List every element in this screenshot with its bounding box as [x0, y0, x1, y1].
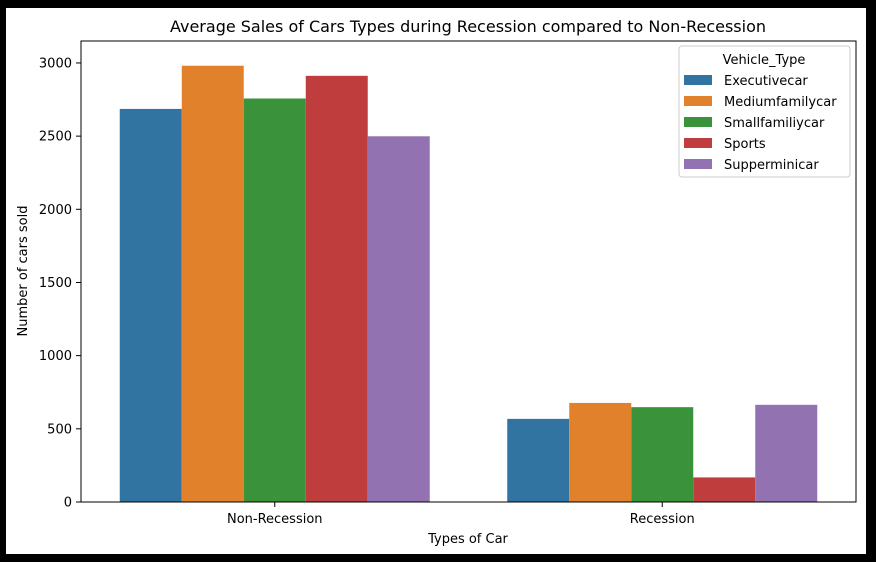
plot-frame: [80, 40, 857, 503]
y-axis-ticks: 0 500 1000 1500 2000 2500 3000: [39, 56, 81, 511]
y-tick-label: 2000: [39, 203, 72, 218]
bar-sports-non-recession: [305, 75, 368, 502]
bar-sports-recession: [693, 477, 756, 502]
y-tick-label: 3000: [39, 56, 72, 71]
legend-swatch: [684, 117, 712, 127]
bars-group: [119, 65, 818, 503]
chart-title: Average Sales of Cars Types during Reces…: [170, 17, 766, 36]
legend-swatch: [684, 75, 712, 85]
x-axis-title: Types of Car: [427, 532, 508, 547]
bar-mediumfamilycar-recession: [569, 402, 632, 502]
legend-label: Supperminicar: [724, 158, 819, 173]
legend: Vehicle_Type Executivecar Mediumfamilycar…: [678, 45, 851, 178]
legend-label: Smallfamiliycar: [724, 116, 825, 131]
y-tick-label: 500: [47, 422, 72, 437]
y-tick-label: 1000: [39, 349, 72, 364]
bar-mediumfamilycar-non-recession: [181, 65, 244, 502]
legend-label: Mediumfamilycar: [724, 95, 837, 110]
legend-label: Sports: [724, 137, 766, 152]
legend-swatch: [684, 138, 712, 148]
x-tick-label: Non-Recession: [227, 512, 323, 527]
bar-supperminicar-non-recession: [367, 136, 430, 503]
legend-label: Executivecar: [724, 74, 808, 89]
y-tick-label: 1500: [39, 276, 72, 291]
legend-title: Vehicle_Type: [723, 53, 806, 68]
x-axis-ticks: Non-Recession Recession: [227, 502, 695, 527]
bar-smallfamiliycar-non-recession: [243, 98, 306, 503]
y-axis-title: Number of cars sold: [16, 206, 31, 337]
bar-supperminicar-recession: [755, 404, 818, 502]
legend-swatch: [684, 159, 712, 169]
legend-swatch: [684, 96, 712, 106]
x-tick-label: Recession: [630, 512, 695, 527]
bar-executivecar-recession: [507, 418, 570, 502]
bar-smallfamiliycar-recession: [631, 407, 694, 502]
y-tick-label: 2500: [39, 130, 72, 145]
y-tick-label: 0: [64, 496, 72, 511]
legend-box: [678, 45, 851, 178]
bar-executivecar-non-recession: [119, 108, 182, 502]
legend-items: Executivecar Mediumfamilycar Smallfamiliyc…: [684, 74, 837, 173]
